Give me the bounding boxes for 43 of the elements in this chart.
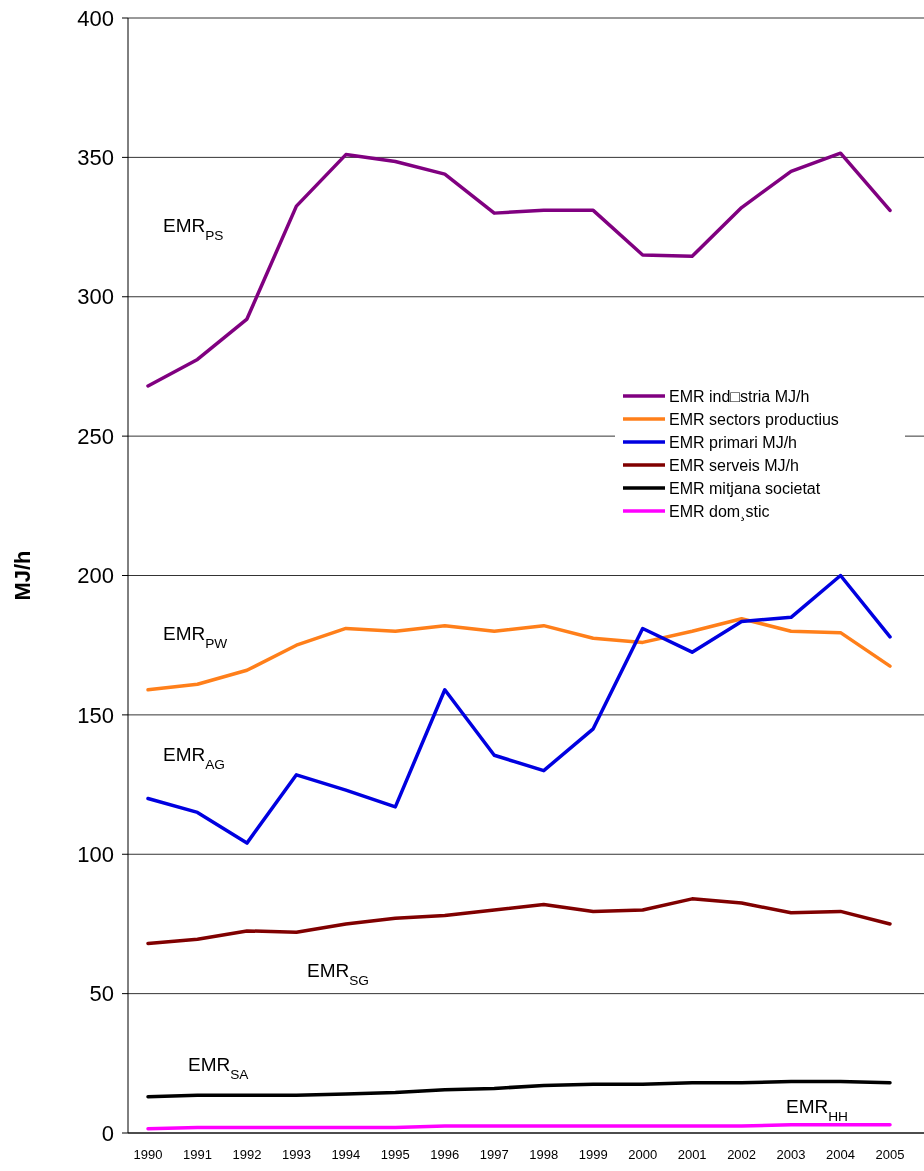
x-tick-label: 1999 xyxy=(578,1147,608,1162)
y-axis-title: MJ/h xyxy=(10,550,35,601)
annotation: EMR$_{SA}$ xyxy=(188,1053,250,1082)
x-tick-label: 1997 xyxy=(479,1147,509,1162)
legend-label: EMR serveis MJ/h xyxy=(669,456,799,474)
y-tick-label: 300 xyxy=(77,284,114,310)
annotation: EMR$_{HH}$ xyxy=(786,1095,848,1124)
legend-label: EMR mitjana societat xyxy=(669,479,821,497)
y-tick-label: 250 xyxy=(77,423,114,449)
annotation: EMR$_{PW}$ xyxy=(163,622,228,651)
annotation: EMR$_{SG}$ xyxy=(307,959,369,988)
y-tick-label: 150 xyxy=(77,702,114,728)
x-tick-label: 2000 xyxy=(628,1147,658,1162)
x-tick-label: 1995 xyxy=(380,1147,410,1162)
legend-label: EMR dom¸stic xyxy=(669,502,770,521)
y-tick-label: 350 xyxy=(77,145,114,171)
x-tick-label: 1990 xyxy=(133,1147,163,1162)
x-tick-label: 2005 xyxy=(875,1147,905,1162)
y-tick-label: 50 xyxy=(89,981,114,1007)
x-tick-label: 1996 xyxy=(430,1147,460,1162)
x-tick-label: 2004 xyxy=(826,1147,855,1162)
legend-label: EMR primari MJ/h xyxy=(669,433,798,451)
legend-label: EMR sectors productius xyxy=(669,410,839,428)
y-tick-label: 400 xyxy=(77,5,114,31)
x-tick-label: 1998 xyxy=(529,1147,559,1162)
line-series xyxy=(146,151,892,388)
x-tick-label: 1993 xyxy=(281,1147,311,1162)
line-series xyxy=(146,573,892,845)
legend-label: EMR ind□stria MJ/h xyxy=(669,387,810,405)
x-tick-label: 1994 xyxy=(331,1147,361,1162)
annotation: EMR$_{PS}$ xyxy=(163,214,224,243)
line-series xyxy=(146,616,892,692)
y-tick-label: 200 xyxy=(77,563,114,589)
x-tick-label: 2003 xyxy=(776,1147,806,1162)
x-tick-label: 2001 xyxy=(677,1147,707,1162)
line-series xyxy=(146,1079,892,1099)
x-tick-label: 2002 xyxy=(727,1147,757,1162)
x-tick-label: 1992 xyxy=(232,1147,262,1162)
y-tick-label: 100 xyxy=(77,841,114,867)
y-tick-label: 0 xyxy=(101,1120,114,1146)
line-series xyxy=(146,897,892,946)
annotation: EMR$_{AG}$ xyxy=(163,743,225,772)
x-tick-label: 1991 xyxy=(183,1147,212,1162)
